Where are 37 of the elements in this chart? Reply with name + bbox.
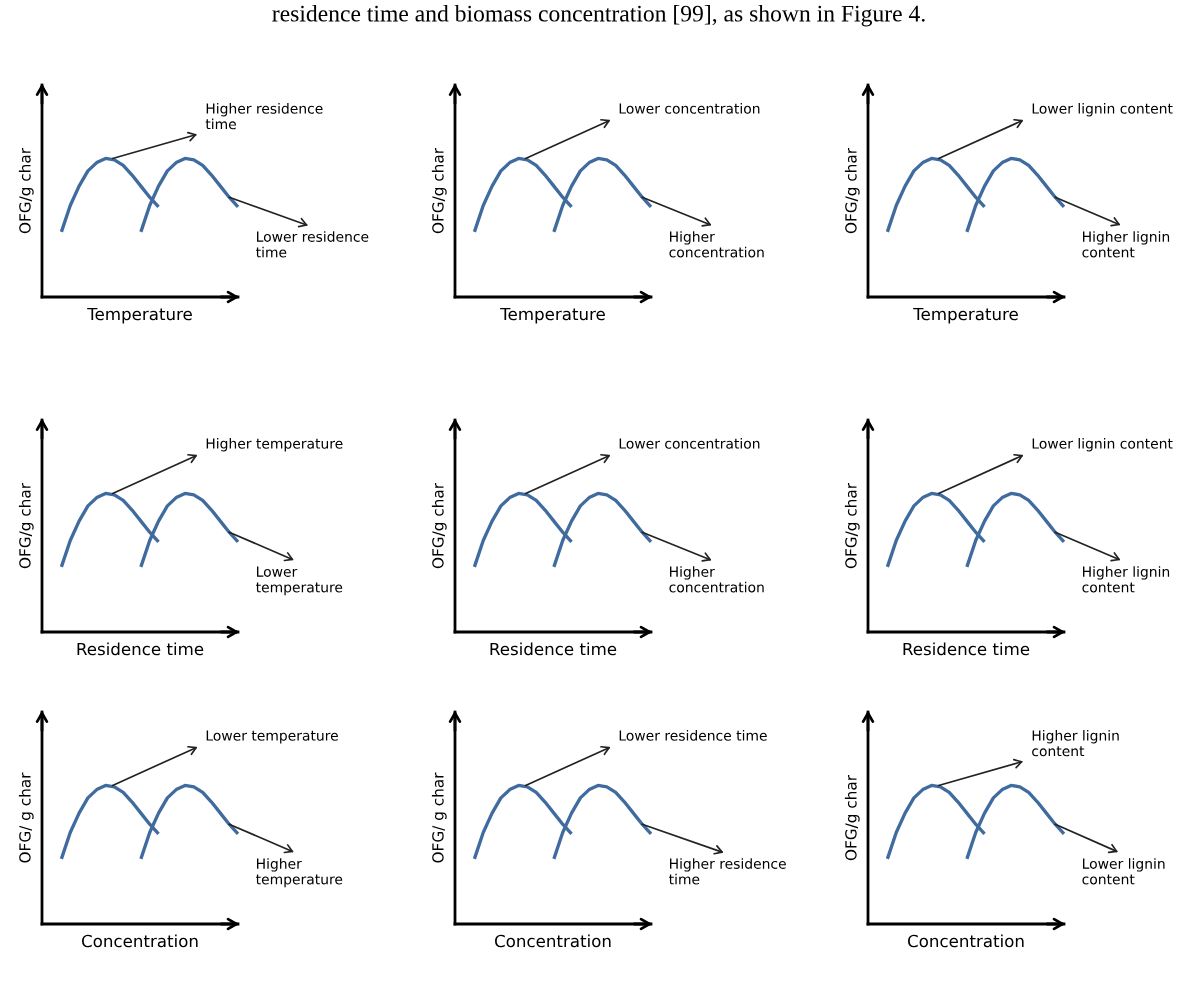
text: Higher concentration	[669, 231, 764, 258]
text: Higher residence time	[205, 103, 323, 130]
y-axis-title: OFG/g char	[844, 147, 860, 234]
x-axis-title: Concentration	[907, 934, 1024, 948]
x-axis-title: Temperature	[87, 307, 192, 324]
text: Lower temperature	[256, 566, 343, 596]
text: Lower lignin content	[1032, 438, 1173, 452]
text: Higher lignin content	[1082, 566, 1170, 593]
y-axis-title: OFG/ g char	[431, 772, 447, 863]
x-axis-title: Residence time	[903, 642, 1030, 656]
text: Lower residence time	[619, 730, 767, 741]
y-axis-title: OFG/g char	[431, 147, 447, 234]
text: Higher concentration	[669, 566, 764, 593]
y-axis-title: OFG/g char	[18, 147, 34, 234]
x-axis-title: Concentration	[494, 934, 611, 948]
y-axis-title: OFG/g char	[844, 482, 860, 569]
y-axis-title: OFG/g char	[431, 482, 447, 569]
text: Lower concentration	[619, 438, 760, 449]
y-axis-title: OFG/g char	[844, 774, 860, 861]
text: Higher residence time	[669, 858, 786, 885]
x-axis-title: Temperature	[913, 307, 1018, 324]
text: Lower lignin content	[1082, 858, 1165, 885]
text: Higher temperature	[256, 858, 343, 888]
text: Lower residence time	[256, 231, 369, 258]
x-axis-title: Temperature	[500, 307, 605, 324]
x-axis-title: Concentration	[81, 934, 198, 948]
text: Higher lignin content	[1032, 730, 1119, 757]
text: residence time and biomass concentration [99], as shown in Figure 4.	[272, 5, 925, 27]
text: Higher temperature	[206, 438, 343, 452]
text: Lower lignin content	[1032, 103, 1173, 117]
text: Higher lignin content	[1082, 231, 1170, 258]
y-axis-title: OFG/g char	[18, 482, 34, 569]
x-axis-title: Residence time	[77, 642, 204, 656]
text: Lower concentration	[619, 103, 760, 114]
text: Lower temperature	[206, 730, 338, 744]
y-axis-title: OFG/ g char	[18, 772, 34, 863]
x-axis-title: Residence time	[490, 642, 617, 656]
